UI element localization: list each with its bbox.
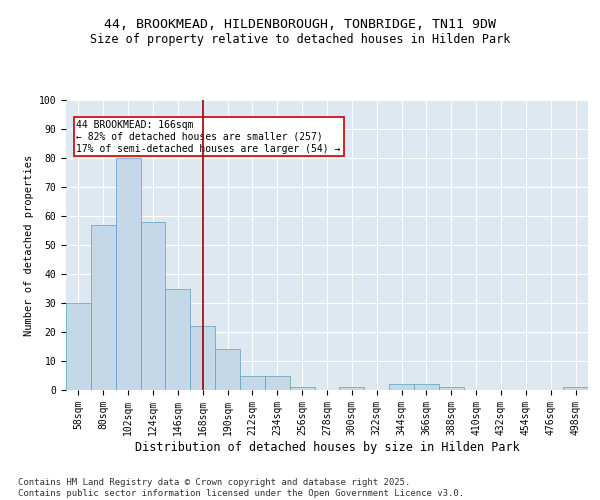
- Bar: [340, 387, 364, 390]
- Y-axis label: Number of detached properties: Number of detached properties: [25, 154, 34, 336]
- Bar: [116, 158, 140, 390]
- Bar: [439, 387, 464, 390]
- Bar: [66, 303, 91, 390]
- Text: Contains HM Land Registry data © Crown copyright and database right 2025.
Contai: Contains HM Land Registry data © Crown c…: [18, 478, 464, 498]
- Bar: [215, 350, 240, 390]
- Bar: [414, 384, 439, 390]
- Bar: [389, 384, 414, 390]
- Bar: [563, 387, 588, 390]
- X-axis label: Distribution of detached houses by size in Hilden Park: Distribution of detached houses by size …: [134, 440, 520, 454]
- Bar: [166, 288, 190, 390]
- Bar: [91, 224, 116, 390]
- Bar: [240, 376, 265, 390]
- Text: 44, BROOKMEAD, HILDENBOROUGH, TONBRIDGE, TN11 9DW: 44, BROOKMEAD, HILDENBOROUGH, TONBRIDGE,…: [104, 18, 496, 30]
- Text: 44 BROOKMEAD: 166sqm
← 82% of detached houses are smaller (257)
17% of semi-deta: 44 BROOKMEAD: 166sqm ← 82% of detached h…: [76, 120, 341, 154]
- Bar: [265, 376, 290, 390]
- Bar: [290, 387, 314, 390]
- Text: Size of property relative to detached houses in Hilden Park: Size of property relative to detached ho…: [90, 32, 510, 46]
- Bar: [140, 222, 166, 390]
- Bar: [190, 326, 215, 390]
